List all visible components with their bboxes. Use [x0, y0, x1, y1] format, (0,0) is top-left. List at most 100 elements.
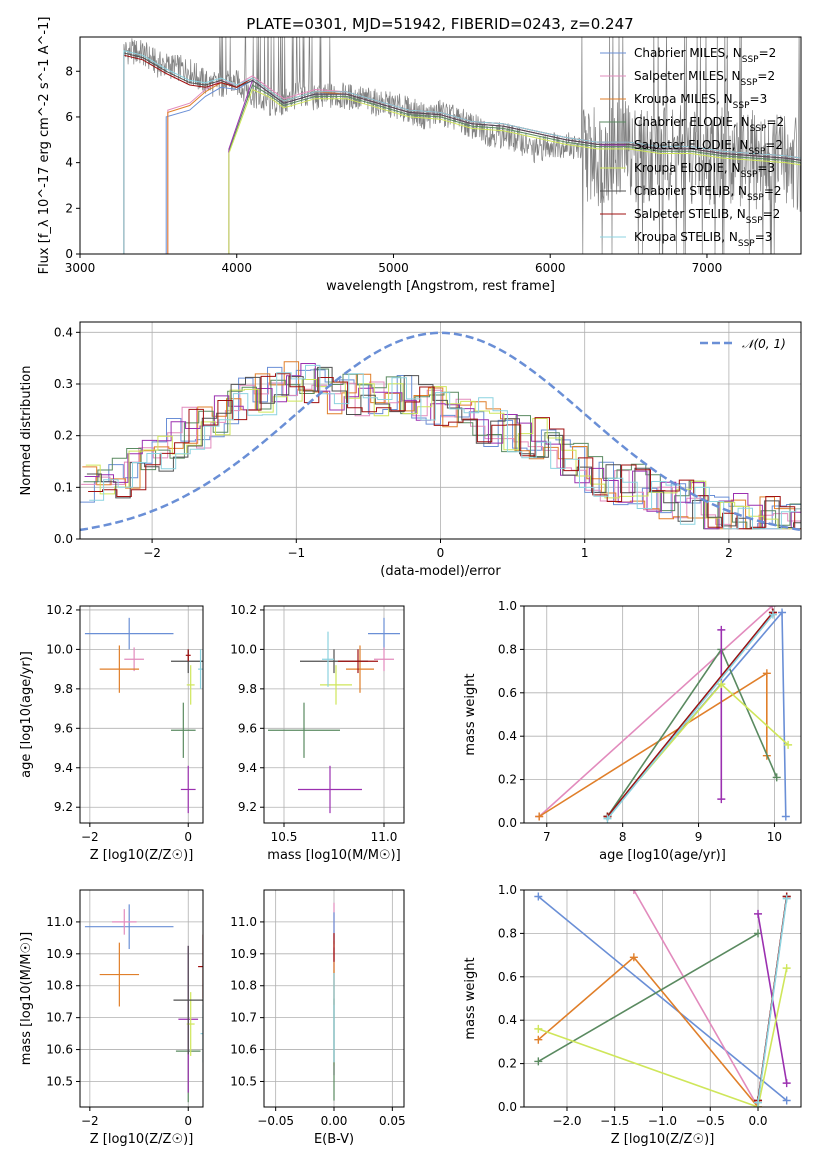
errorbar-point — [268, 702, 340, 758]
weight-line — [757, 898, 788, 1103]
y-tick-label: 0.4 — [498, 729, 517, 743]
y-tick-label: 0.0 — [54, 532, 73, 546]
y-tick-label: 6 — [65, 110, 73, 124]
figure-title: PLATE=0301, MJD=51942, FIBERID=0243, z=0… — [246, 15, 633, 33]
axes-frame — [79, 605, 204, 824]
errorbar-point — [200, 1004, 203, 1063]
plus-marker — [535, 812, 544, 821]
errorbar-point — [322, 631, 334, 687]
y-axis-label: Flux [f_λ 10^-17 erg cm^-2 s^-1 A^-1] — [37, 17, 52, 275]
x-tick-label: −2.0 — [552, 1114, 581, 1128]
x-tick-label: 5000 — [378, 261, 409, 275]
plus-marker — [534, 1057, 543, 1066]
axes-frame — [79, 36, 802, 255]
errorbar-point — [124, 647, 144, 672]
plot-area — [268, 617, 400, 814]
model-line-5 — [228, 88, 801, 254]
x-tick-label: 0 — [184, 830, 192, 844]
plot-area — [535, 606, 793, 823]
y-tick-label: 0 — [65, 247, 73, 261]
errorbar-point — [346, 645, 374, 693]
x-axis-label: Z [log10(Z/Z☉)] — [611, 1132, 715, 1147]
plot-area — [123, 37, 801, 254]
y-tick-label: 0.2 — [498, 1057, 517, 1071]
plot-mass-vs-Z: −2 0 10.5 10.6 10.7 10.8 10.9 11.0 Z [log10(Z/Z☉… — [19, 889, 204, 1147]
plus-marker — [603, 814, 612, 823]
plus-marker — [782, 1079, 791, 1088]
plot-weight-vs-age: 7 8 9 10 0.0 0.2 0.4 0.6 0.8 1.0 age [log10(age/yr… — [463, 599, 802, 863]
grid — [264, 606, 404, 823]
x-tick-label: 10.5 — [271, 830, 298, 844]
plot-weight-vs-Z: −2.0 −1.5 −1.0 −0.5 0.0 0.0 0.2 0.4 0.6 0.8 1.0 Z [… — [463, 883, 802, 1147]
plus-marker — [781, 812, 790, 821]
y-tick-label: 0.4 — [54, 325, 73, 339]
grid — [80, 890, 203, 1107]
errorbar-point — [320, 665, 352, 705]
plot-area — [84, 617, 203, 814]
plus-marker — [534, 892, 543, 901]
y-tick-label: 0.1 — [54, 480, 73, 494]
x-tick-label: 7 — [543, 830, 551, 844]
plus-marker — [768, 606, 777, 610]
x-tick-label: 0.0 — [748, 1114, 767, 1128]
weight-line — [538, 967, 788, 1107]
histogram-5 — [85, 379, 801, 530]
errorbar-point — [99, 645, 140, 693]
y-tick-label: 9.2 — [238, 800, 257, 814]
weight-line — [606, 614, 774, 820]
x-axis-label: Z [log10(Z/Z☉)] — [90, 848, 194, 863]
model-line-6 — [123, 52, 801, 254]
x-tick-label: −2 — [143, 546, 161, 560]
y-tick-label: 11.0 — [46, 915, 73, 929]
y-tick-label: 8 — [65, 64, 73, 78]
y-tick-label: 0.6 — [498, 686, 517, 700]
errorbar-point — [180, 765, 196, 814]
y-tick-label: 9.2 — [54, 800, 73, 814]
histogram-3 — [83, 368, 801, 530]
axes-frame — [523, 889, 802, 1108]
grid — [80, 606, 203, 823]
y-tick-label: 10.2 — [230, 603, 257, 617]
x-tick-label: 10 — [767, 830, 782, 844]
plus-marker — [772, 773, 781, 782]
plot-age-vs-Z: −2 0 9.2 9.4 9.6 9.8 10.0 10.2 Z [log10(Z/Z☉)] ag… — [19, 603, 204, 863]
plot-area — [80, 331, 801, 532]
legend-label: Chabrier STELIB, NSSP=2 — [634, 184, 782, 203]
x-tick-label: −1.5 — [600, 1114, 629, 1128]
x-tick-label: 8 — [619, 830, 627, 844]
errorbar-point — [338, 649, 378, 674]
errorbar-point — [198, 934, 203, 999]
x-tick-label: 7000 — [692, 261, 723, 275]
y-tick-label: 9.8 — [238, 682, 257, 696]
y-tick-label: 10.8 — [46, 979, 73, 993]
plus-marker — [778, 608, 787, 617]
x-tick-label: 0.00 — [321, 1114, 348, 1128]
weight-line — [606, 647, 778, 817]
y-tick-label: 10.0 — [46, 642, 73, 656]
plot-area — [534, 890, 791, 1107]
y-tick-label: 9.4 — [238, 761, 257, 775]
x-tick-label: 0.05 — [379, 1114, 406, 1128]
y-tick-label: 10.6 — [230, 1043, 257, 1057]
y-tick-label: 4 — [65, 156, 73, 170]
histogram-6 — [86, 366, 801, 529]
plot-area — [84, 904, 203, 1103]
y-axis-label: mass [log10(M/M☉)] — [19, 932, 34, 1065]
plus-marker — [782, 1096, 791, 1105]
plus-marker — [768, 610, 777, 619]
y-axis-label: age [log10(age/yr)] — [19, 651, 34, 778]
errorbar-point — [374, 647, 394, 672]
errorbar-point — [84, 904, 174, 950]
y-tick-label: 10.5 — [46, 1074, 73, 1088]
errorbar-point — [111, 909, 137, 935]
model-line-8 — [123, 50, 801, 254]
y-tick-label: 0.2 — [54, 429, 73, 443]
x-tick-label: −1.0 — [648, 1114, 677, 1128]
weight-line — [538, 606, 773, 818]
x-axis-label: Z [log10(Z/Z☉)] — [90, 1132, 194, 1147]
plot-spectrum: 3000 4000 5000 6000 7000 0 2 4 6 8 wavelength [Ang… — [37, 17, 802, 294]
y-tick-label: 0.8 — [498, 642, 517, 656]
y-tick-label: 11.0 — [230, 915, 257, 929]
plus-marker — [784, 740, 793, 749]
plus-marker — [762, 669, 771, 678]
